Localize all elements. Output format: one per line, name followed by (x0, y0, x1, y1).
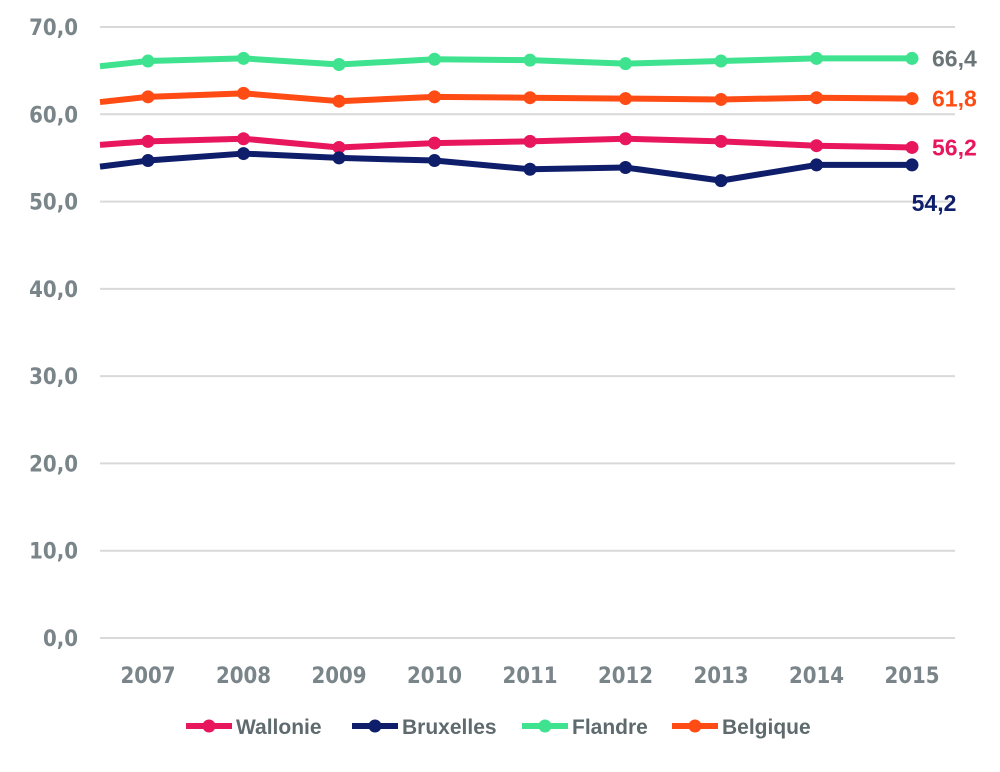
data-point-flandre (810, 51, 823, 65)
x-tick-label: 2010 (407, 664, 462, 689)
data-point-belgique (810, 91, 823, 105)
data-point-wallonie (714, 134, 728, 148)
data-point-flandre (428, 52, 441, 66)
y-tick-label: 20,0 (29, 452, 78, 477)
data-point-wallonie (141, 134, 155, 148)
y-tick-label: 50,0 (29, 191, 78, 216)
legend-swatch-marker (538, 719, 552, 733)
data-point-bruxelles (141, 154, 155, 168)
legend-label: Wallonie (236, 716, 322, 739)
legend-swatch-marker (202, 719, 216, 733)
series-lines (99, 51, 919, 188)
legend-label: Bruxelles (402, 716, 497, 739)
data-point-bruxelles (619, 161, 632, 175)
end-labels: 56,2 54,2 66,4 61,8 (912, 45, 977, 215)
data-point-flandre (905, 51, 919, 65)
data-point-flandre (523, 53, 537, 67)
data-point-belgique (523, 91, 537, 105)
legend-item-flandre: Flandre (522, 716, 648, 739)
legend-item-belgique: Belgique (672, 716, 811, 739)
data-point-flandre (619, 57, 632, 71)
data-point-bruxelles (810, 158, 823, 172)
data-point-flandre (141, 54, 155, 68)
series-line-belgique (99, 90, 913, 106)
x-tick-label: 2014 (789, 664, 844, 689)
x-tick-label: 2012 (598, 664, 653, 689)
end-label-bruxelles: 54,2 (912, 190, 957, 216)
data-point-bruxelles (237, 147, 250, 161)
legend-label: Flandre (572, 716, 648, 739)
end-label-flandre: 66,4 (932, 45, 977, 71)
legend-item-bruxelles: Bruxelles (352, 716, 497, 739)
data-point-wallonie (237, 132, 250, 146)
gridlines (100, 26, 955, 639)
legend-swatch-marker (688, 719, 702, 733)
y-tick-label: 10,0 (29, 540, 78, 565)
x-tick-label: 2009 (311, 664, 366, 689)
data-point-bruxelles (428, 154, 441, 168)
y-tick-label: 60,0 (29, 103, 78, 128)
data-point-belgique (905, 92, 919, 106)
data-point-flandre (237, 51, 250, 65)
series-line-wallonie (99, 135, 913, 151)
data-point-wallonie (810, 139, 823, 153)
data-point-belgique (714, 92, 728, 106)
legend: Wallonie Bruxelles Flandre Belgique (186, 716, 811, 739)
series-line-bruxelles (99, 150, 912, 184)
x-tick-label: 2008 (216, 664, 271, 689)
data-point-bruxelles (905, 158, 919, 172)
data-point-belgique (237, 86, 250, 100)
y-tick-label: 40,0 (29, 278, 78, 303)
x-axis-ticks: 2007 2008 2009 2010 2011 2012 2013 2014 2015 (120, 664, 939, 689)
data-point-belgique (619, 92, 632, 106)
y-tick-label: 0,0 (43, 627, 78, 652)
data-point-wallonie (332, 140, 346, 154)
legend-swatch-marker (368, 719, 382, 733)
data-point-flandre (332, 58, 346, 72)
y-axis-ticks: 0,0 10,0 20,0 30,0 40,0 50,0 60,0 70,0 (29, 16, 78, 652)
data-point-bruxelles (523, 162, 537, 176)
data-point-wallonie (523, 134, 537, 148)
data-point-belgique (141, 90, 155, 104)
legend-item-wallonie: Wallonie (186, 716, 322, 739)
data-point-wallonie (905, 140, 919, 154)
x-tick-label: 2015 (884, 664, 939, 689)
y-tick-label: 30,0 (29, 365, 78, 390)
end-label-wallonie: 56,2 (932, 134, 977, 160)
end-label-belgique: 61,8 (932, 86, 977, 112)
data-point-bruxelles (332, 151, 346, 165)
data-point-wallonie (619, 132, 632, 146)
data-point-belgique (332, 94, 346, 108)
data-point-belgique (428, 90, 441, 104)
data-point-bruxelles (714, 174, 728, 188)
data-point-wallonie (428, 136, 441, 150)
x-tick-label: 2007 (120, 664, 175, 689)
x-tick-label: 2011 (502, 664, 557, 689)
x-tick-label: 2013 (693, 664, 748, 689)
data-point-flandre (714, 54, 728, 68)
series-line-flandre (99, 55, 912, 70)
legend-label: Belgique (722, 716, 811, 739)
y-tick-label: 70,0 (29, 16, 78, 41)
